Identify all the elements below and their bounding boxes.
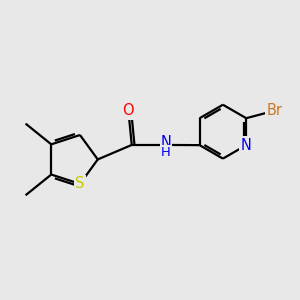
Text: N: N — [241, 138, 252, 153]
Text: H: H — [161, 146, 171, 159]
Text: O: O — [123, 103, 134, 118]
Text: Br: Br — [266, 103, 282, 118]
Text: N: N — [160, 134, 171, 149]
Text: S: S — [75, 176, 85, 191]
